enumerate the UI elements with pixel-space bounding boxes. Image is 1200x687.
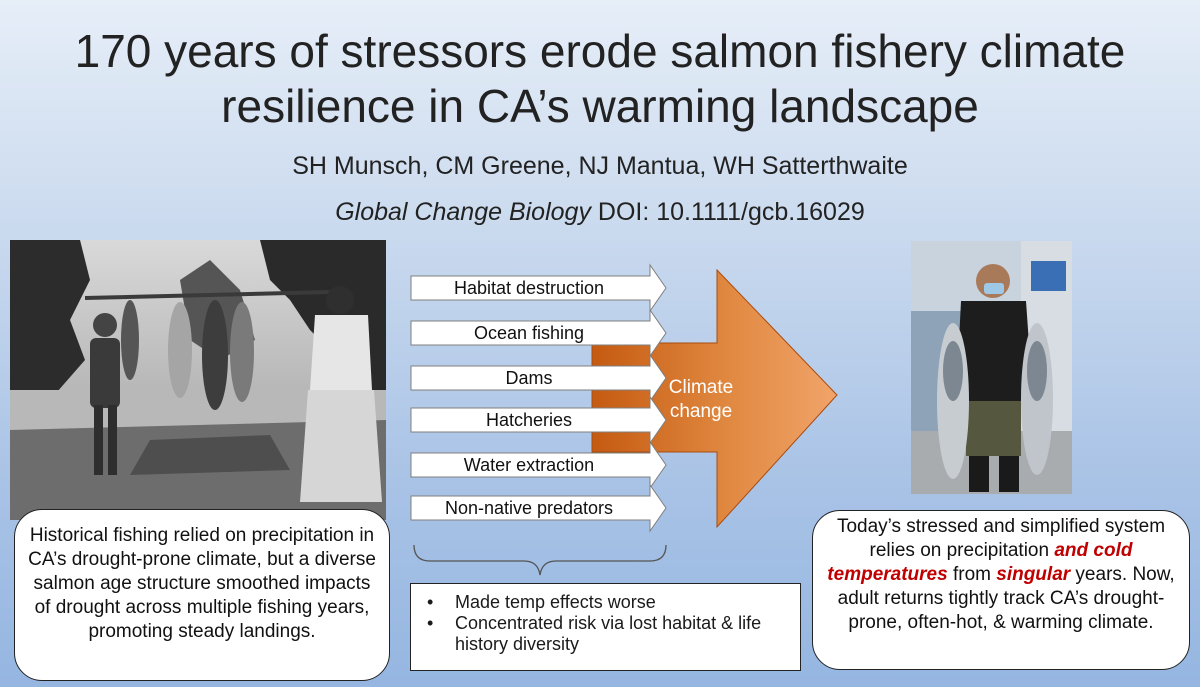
modern-fishing-box: Today’s stressed and simplified system r… [812,510,1190,670]
stressor-arrow-habitat [410,263,667,313]
author-list: SH Munsch, CM Greene, NJ Mantua, WH Satt… [292,152,908,180]
stressor-arrow-water-extraction [410,440,667,490]
modern-text-2: from [947,564,997,585]
highlight-singular: singular [996,564,1071,585]
modern-text-1: Today’s stressed and simplified system r… [836,516,1166,561]
modern-fisher-photo [911,241,1072,494]
citation: Global Change Biology DOI: 10.1111/gcb.1… [0,198,1200,227]
climate-label-line2: change [669,401,733,422]
historical-fishing-box: Historical fishing relied on precipitati… [14,509,390,681]
stressor-diagram [410,263,838,576]
historical-photo-image [10,240,386,520]
climate-change-arrow [591,268,838,529]
poster-title: 170 years of stressors erode salmon fish… [74,25,1126,132]
journal-name: Global Change Biology [335,198,591,226]
climate-change-label: Climate change [656,376,746,424]
historical-fishing-photo [10,240,386,520]
stressor-arrow-ocean-fishing [410,308,667,358]
modern-text-3: years. Now, adult returns tightly track … [837,564,1175,633]
modern-photo-image [911,241,1072,494]
effect-item: Made temp effects worse [421,592,790,613]
highlight-cold-temperatures: and cold temperatures [827,540,1133,585]
stressor-effects-list: Made temp effects worse Concentrated ris… [421,592,790,655]
effect-item: Concentrated risk via lost habitat & lif… [421,613,790,655]
stressor-label-habitat: Habitat destruction [453,278,605,298]
stressor-arrow-dams [410,353,667,403]
stressor-label-predators: Non-native predators [444,498,614,518]
stressor-effects-box: Made temp effects worse Concentrated ris… [410,583,801,671]
stressor-label-water-extraction: Water extraction [463,455,595,475]
stressor-label-hatcheries: Hatcheries [485,410,573,430]
stressor-arrow-hatcheries [410,395,667,445]
stressor-arrow-predators [410,483,667,533]
stressor-label-ocean-fishing: Ocean fishing [473,323,585,343]
climate-label-line1: Climate [668,377,734,398]
doi-text: DOI: 10.1111/gcb.16029 [590,198,865,226]
stressor-label-dams: Dams [505,368,553,388]
stressor-bracket [413,544,667,576]
